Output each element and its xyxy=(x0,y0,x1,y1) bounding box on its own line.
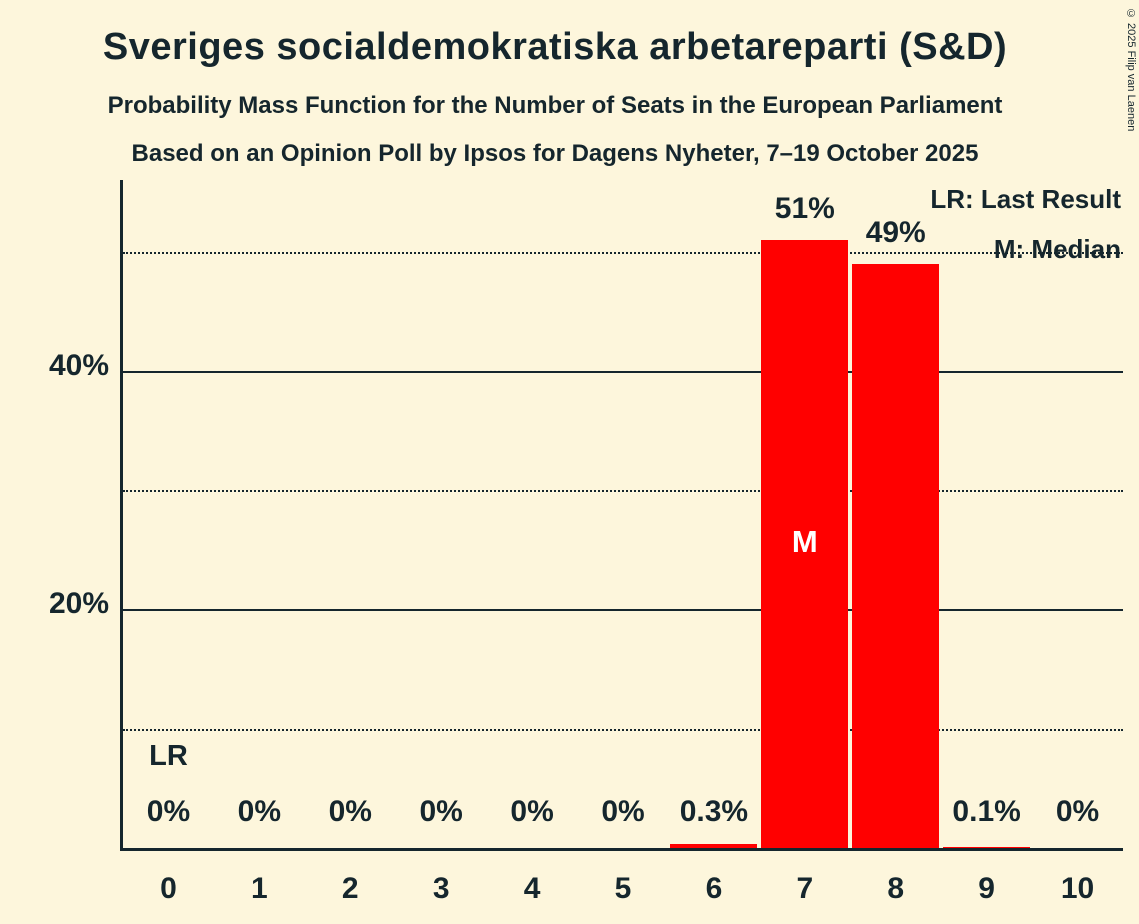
value-label-3: 0% xyxy=(419,795,463,828)
bar-7 xyxy=(761,239,849,848)
x-axis-label-5: 5 xyxy=(614,872,632,905)
chart-subtitle-line2: Based on an Opinion Poll by Ipsos for Da… xyxy=(131,140,979,167)
x-axis-label-10: 10 xyxy=(1060,872,1095,905)
x-axis-label-0: 0 xyxy=(160,872,177,905)
value-label-7: 51% xyxy=(774,191,835,225)
x-axis-label-8: 8 xyxy=(887,872,905,905)
y-axis-label-40: 40% xyxy=(48,348,109,382)
value-label-10: 0% xyxy=(1055,795,1100,828)
bar-9 xyxy=(943,846,1031,848)
gridline-40 xyxy=(123,370,1123,373)
y-axis-label-20: 20% xyxy=(48,587,109,621)
legend-median: M: Median xyxy=(993,234,1121,264)
legend-last-result: LR: Last Result xyxy=(930,184,1121,214)
value-label-0: 0% xyxy=(146,795,191,828)
gridline-10 xyxy=(123,728,1123,731)
x-axis-label-7: 7 xyxy=(796,872,814,905)
gridline-50 xyxy=(123,251,1123,254)
plot-area: LR: Last Result M: Median 20% 40% 0% 0 0% 1 0%… xyxy=(49,180,1123,905)
value-label-4: 0% xyxy=(510,795,554,828)
bar-8 xyxy=(852,263,940,848)
chart-title: Sveriges socialdemokratiska arbetarepart… xyxy=(102,26,1008,68)
x-axis-label-2: 2 xyxy=(341,872,359,905)
value-label-5: 0% xyxy=(601,795,645,828)
gridline-30 xyxy=(123,490,1123,493)
value-label-6: 0.3% xyxy=(679,795,749,828)
x-axis-label-9: 9 xyxy=(978,872,995,905)
value-label-1: 0% xyxy=(237,795,282,828)
median-marker: M xyxy=(791,523,818,559)
value-label-2: 0% xyxy=(328,795,372,828)
x-axis-label-1: 1 xyxy=(251,872,268,905)
last-result-marker: LR xyxy=(149,740,188,772)
x-axis-label-3: 3 xyxy=(432,872,450,905)
x-axis-label-4: 4 xyxy=(523,872,541,905)
chart-subtitle-line1: Probability Mass Function for the Number… xyxy=(107,92,1003,119)
copyright-notice: © 2025 Filip van Laenen xyxy=(1125,8,1137,132)
value-label-9: 0.1% xyxy=(952,795,1021,828)
gridline-20 xyxy=(123,609,1123,612)
bar-6 xyxy=(670,844,758,848)
value-label-8: 49% xyxy=(865,215,926,249)
x-axis-label-6: 6 xyxy=(705,872,723,905)
